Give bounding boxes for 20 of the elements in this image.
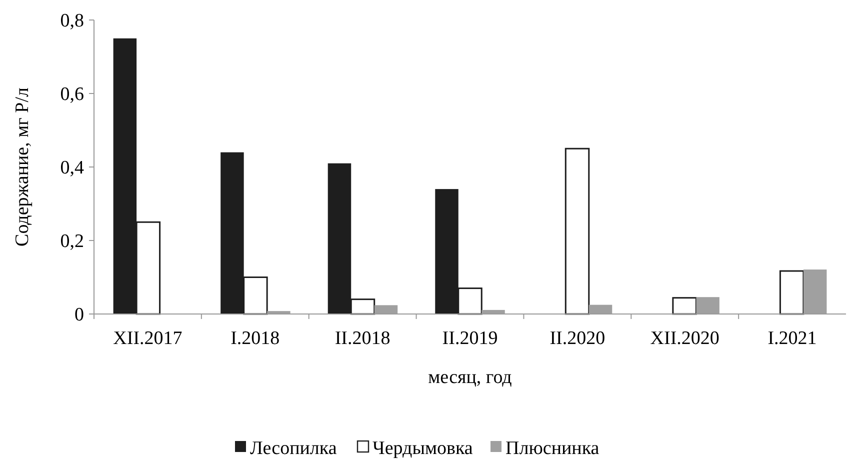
x-tick-label: I.2021	[768, 328, 817, 349]
x-axis-title: месяц, год	[428, 367, 512, 388]
bar	[564, 148, 590, 315]
legend-label: Лесопилка	[250, 438, 338, 459]
legend-label: Плюснинка	[506, 438, 600, 459]
y-tick-label: 0,6	[60, 84, 84, 106]
y-tick-label: 0,4	[60, 158, 84, 179]
x-tick-label: XII.2020	[650, 328, 720, 349]
y-axis-title: Содержание, мг Р/л	[12, 87, 33, 246]
y-tick-label: 0,2	[60, 231, 84, 252]
x-tick-label: II.2019	[442, 328, 498, 349]
legend-label: Чердымовка	[372, 438, 474, 459]
x-tick-label: I.2018	[230, 328, 280, 349]
x-tick-label: XII.2017	[113, 328, 182, 349]
bar	[672, 297, 697, 315]
x-tick-label: II.2018	[334, 328, 390, 349]
x-tick-label: II.2020	[550, 328, 606, 349]
y-tick-label: 0,8	[60, 10, 84, 32]
y-tick-label: 0	[74, 304, 84, 326]
bar	[779, 270, 804, 315]
